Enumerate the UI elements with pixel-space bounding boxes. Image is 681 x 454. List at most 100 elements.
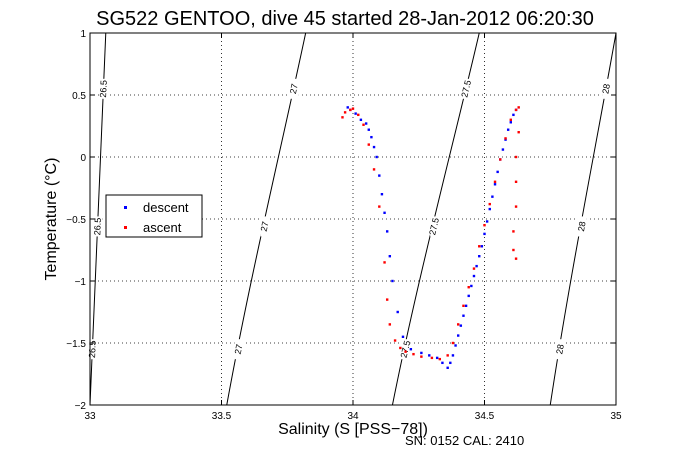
data-point-ascent xyxy=(341,116,344,119)
isopycnal-label: 27 xyxy=(233,343,245,355)
data-point-ascent xyxy=(462,304,465,307)
legend-box xyxy=(105,194,203,238)
data-point-descent xyxy=(475,264,478,268)
data-point-ascent xyxy=(493,180,497,183)
isopycnal-label: 28 xyxy=(554,343,566,355)
legend-label-descent: descent xyxy=(143,200,189,215)
data-point-ascent xyxy=(514,155,518,159)
data-point-descent xyxy=(401,335,405,338)
data-point-ascent xyxy=(514,205,518,208)
data-point-ascent xyxy=(514,108,518,112)
legend-label-ascent: ascent xyxy=(143,220,182,235)
data-point-ascent xyxy=(357,113,360,117)
data-point-ascent xyxy=(351,107,355,110)
data-point-descent xyxy=(459,324,463,327)
plot-area: 26.5 26.5 26.5 27 27 27 27.5 27.5 27.5 28 28 28 33 33… xyxy=(66,29,622,422)
data-point-descent xyxy=(367,128,370,131)
data-point-descent xyxy=(512,113,515,117)
data-point-ascent xyxy=(383,261,386,264)
data-point-ascent xyxy=(517,131,520,134)
data-point-descent xyxy=(375,155,378,159)
data-point-ascent xyxy=(517,106,520,109)
data-point-descent xyxy=(372,145,376,149)
data-point-ascent xyxy=(504,137,507,140)
x-axis-label: Salinity (S [PSS−78]) xyxy=(278,421,428,438)
data-point-descent xyxy=(380,193,384,196)
data-point-descent xyxy=(364,122,368,125)
data-point-descent xyxy=(480,245,484,248)
data-point-descent xyxy=(491,195,494,198)
data-point-descent xyxy=(472,274,476,278)
x-tick-label: 34.5 xyxy=(475,411,495,422)
isopycnal-label-bg xyxy=(260,216,270,237)
isopycnal-label-bg xyxy=(99,78,109,99)
data-point-ascent xyxy=(467,286,470,289)
data-point-ascent xyxy=(488,202,491,206)
legend-marker-descent xyxy=(124,206,127,209)
y-tick-label: −1 xyxy=(75,277,87,288)
data-point-ascent xyxy=(420,355,423,358)
chart-title: SG522 GENTOO, dive 45 started 28-Jan-201… xyxy=(96,8,594,30)
data-point-ascent xyxy=(393,339,397,342)
data-point-ascent xyxy=(388,323,392,326)
data-point-descent xyxy=(383,211,386,214)
data-point-descent xyxy=(457,334,460,337)
data-point-descent xyxy=(501,148,505,151)
isopycnal-label-bg xyxy=(93,216,103,237)
data-point-ascent xyxy=(404,350,407,353)
isopycnal-label-bg xyxy=(602,78,612,99)
isopycnal-label-bg xyxy=(577,216,587,237)
isopycnal-label: 27 xyxy=(288,83,300,95)
data-point-descent xyxy=(359,118,363,121)
data-point-descent xyxy=(409,348,413,351)
data-point-ascent xyxy=(514,257,518,260)
isopycnal-label: 26.5 xyxy=(98,80,109,98)
data-point-ascent xyxy=(478,245,481,248)
y-tick-label: 0.5 xyxy=(72,91,86,102)
data-point-ascent xyxy=(343,111,347,114)
data-point-descent xyxy=(470,284,473,288)
data-point-ascent xyxy=(399,346,402,350)
data-point-descent xyxy=(451,354,455,357)
data-point-ascent xyxy=(438,357,441,361)
data-point-descent xyxy=(385,230,389,233)
data-point-descent xyxy=(496,170,499,174)
data-point-ascent xyxy=(378,205,381,208)
y-tick-label: −1.5 xyxy=(66,339,86,350)
isopycnal-label-bg xyxy=(462,78,472,99)
legend: descent ascent xyxy=(105,194,203,238)
isopycnal-label-bg xyxy=(401,339,411,360)
data-point-ascent xyxy=(514,180,518,183)
data-point-descent xyxy=(370,135,373,139)
isopycnal-label: 27.5 xyxy=(427,217,441,236)
data-point-descent xyxy=(391,279,394,283)
isopycnal-label: 27 xyxy=(259,221,271,233)
data-point-descent xyxy=(346,106,349,109)
data-point-descent xyxy=(441,361,444,365)
data-point-ascent xyxy=(367,143,370,146)
data-point-ascent xyxy=(446,354,449,357)
data-point-descent xyxy=(493,183,497,186)
y-tick-label: 0 xyxy=(80,153,86,164)
data-point-ascent xyxy=(451,341,455,345)
data-point-descent xyxy=(446,366,449,369)
data-point-ascent xyxy=(499,158,502,161)
data-point-ascent xyxy=(512,248,515,252)
isopycnal-label-bg xyxy=(430,216,440,237)
x-tick-label: 33.5 xyxy=(212,411,232,422)
isopycnal-label-bg xyxy=(88,339,98,360)
data-point-ascent xyxy=(457,323,460,326)
isopycnal-label-bg xyxy=(556,339,566,360)
data-point-ascent xyxy=(372,168,376,171)
data-point-descent xyxy=(506,128,510,131)
data-point-ascent xyxy=(362,123,365,126)
y-tick-label: −2 xyxy=(75,401,87,412)
data-point-ascent xyxy=(483,224,486,227)
data-point-descent xyxy=(396,310,399,314)
isopycnal-label: 26.5 xyxy=(87,340,98,358)
data-point-descent xyxy=(483,232,486,236)
isopycnal-label: 27.5 xyxy=(459,79,473,98)
x-tick-label: 33 xyxy=(84,411,96,422)
y-tick-label: 1 xyxy=(80,29,86,40)
